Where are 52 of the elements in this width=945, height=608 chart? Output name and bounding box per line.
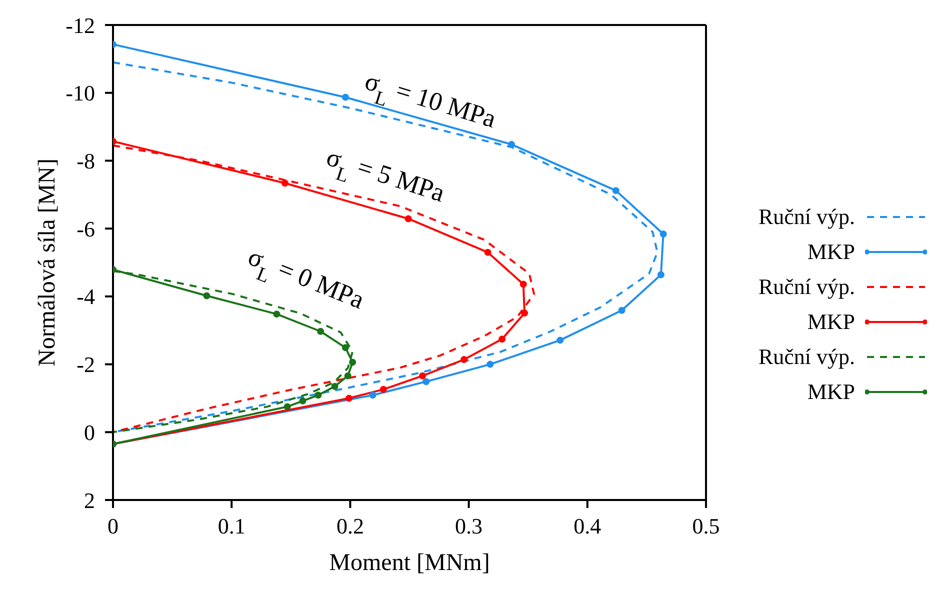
point — [521, 310, 528, 317]
y-tick-label: 0 — [84, 420, 95, 445]
point — [657, 271, 664, 278]
point — [344, 372, 352, 380]
point — [317, 328, 324, 335]
y-tick-label: 2 — [84, 488, 95, 513]
y-tick-label: -12 — [66, 12, 95, 38]
x-tick-label: 0 — [108, 514, 118, 539]
legend-label: MKP — [807, 308, 855, 334]
point — [556, 336, 564, 344]
point — [486, 360, 494, 368]
point — [349, 358, 356, 366]
legend-label: Ruční výp. — [758, 344, 855, 370]
point — [331, 382, 338, 390]
point — [520, 280, 527, 288]
point — [498, 336, 506, 343]
point — [419, 372, 426, 380]
legend-label: MKP — [807, 378, 855, 404]
legend-label: Ruční výp. — [758, 204, 855, 230]
y-tick-label: -8 — [76, 148, 95, 174]
point — [342, 344, 349, 352]
point — [404, 215, 412, 222]
point — [380, 386, 387, 393]
x-tick-label: 0.4 — [574, 514, 602, 539]
y-tick-label: -4 — [76, 284, 95, 310]
point — [346, 394, 353, 402]
y-tick-label: -6 — [76, 216, 95, 242]
point — [342, 94, 349, 101]
point — [284, 403, 291, 410]
point — [299, 397, 306, 404]
y-axis-title: Normálová síla [MN] — [34, 158, 61, 366]
point — [508, 140, 515, 148]
point — [660, 230, 667, 238]
point — [273, 310, 280, 318]
point — [422, 378, 430, 386]
x-tick-label: 0.5 — [692, 514, 720, 539]
point — [314, 392, 322, 399]
point — [281, 180, 288, 187]
legend-label: Ruční výp. — [758, 274, 855, 300]
point — [484, 248, 492, 256]
y-tick-label: -2 — [76, 352, 95, 378]
point — [203, 292, 210, 300]
y-tick-label: -10 — [66, 80, 95, 106]
x-tick-label: 0.1 — [218, 514, 246, 539]
point — [618, 306, 626, 314]
x-axis-title: Moment [MNm] — [329, 550, 490, 576]
x-tick-label: 0.3 — [455, 514, 483, 539]
point — [369, 392, 376, 399]
legend-label: MKP — [807, 238, 855, 264]
point — [460, 356, 468, 364]
point — [612, 187, 620, 194]
x-tick-label: 0.2 — [336, 514, 364, 539]
